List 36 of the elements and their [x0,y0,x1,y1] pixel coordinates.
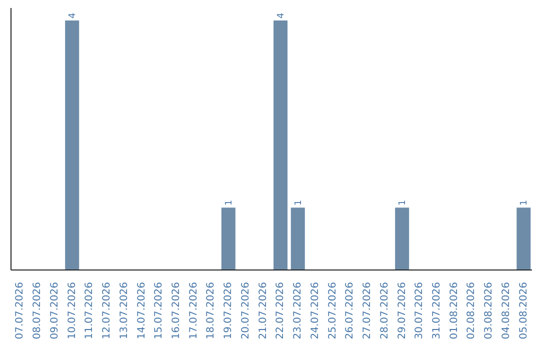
x-tick-label: 23.07.2026 [292,282,304,340]
x-tick-label: 30.07.2026 [414,282,426,340]
x-tick-label: 16.07.2026 [170,282,182,340]
x-tick-label: 20.07.2026 [240,282,252,340]
x-tick-label: 21.07.2026 [258,282,269,340]
x-tick-label: 17.07.2026 [188,282,200,340]
data-label: 4 [276,12,286,18]
x-tick-label: 05.08.2026 [518,282,530,340]
x-tick-label: 12.07.2026 [102,282,113,340]
x-tick-label: 31.07.2026 [431,282,442,340]
data-label: 1 [520,200,530,206]
x-tick-label: 18.07.2026 [206,282,217,340]
x-tick-label: 07.07.2026 [14,282,26,340]
x-tick-label: 03.08.2026 [484,282,495,340]
x-tick-label: 29.07.2026 [396,282,408,340]
x-tick-label: 19.07.2026 [223,282,234,340]
data-label: 1 [294,200,304,206]
x-tick-label: 27.07.2026 [362,282,374,340]
x-tick-label: 11.07.2026 [84,282,96,340]
x-tick-label: 22.07.2026 [275,282,286,340]
x-tick-label: 08.07.2026 [32,282,44,340]
x-tick-label: 09.07.2026 [49,282,60,340]
x-tick-label: 04.08.2026 [500,282,512,340]
x-tick-label: 26.07.2026 [344,282,356,340]
x-tick-label: 13.07.2026 [118,282,130,340]
x-tick-label: 15.07.2026 [154,282,165,340]
x-tick-label: 14.07.2026 [136,282,148,340]
x-tick-label: 02.08.2026 [466,282,478,340]
data-label: 1 [224,200,234,206]
x-tick-label: 24.07.2026 [310,282,321,340]
data-label: 4 [68,12,78,18]
x-tick-label: 01.08.2026 [448,282,460,340]
x-tick-label: 25.07.2026 [327,282,338,340]
x-tick-label: 28.07.2026 [379,282,390,340]
data-label: 1 [398,200,408,206]
x-tick-label: 10.07.2026 [66,282,78,340]
